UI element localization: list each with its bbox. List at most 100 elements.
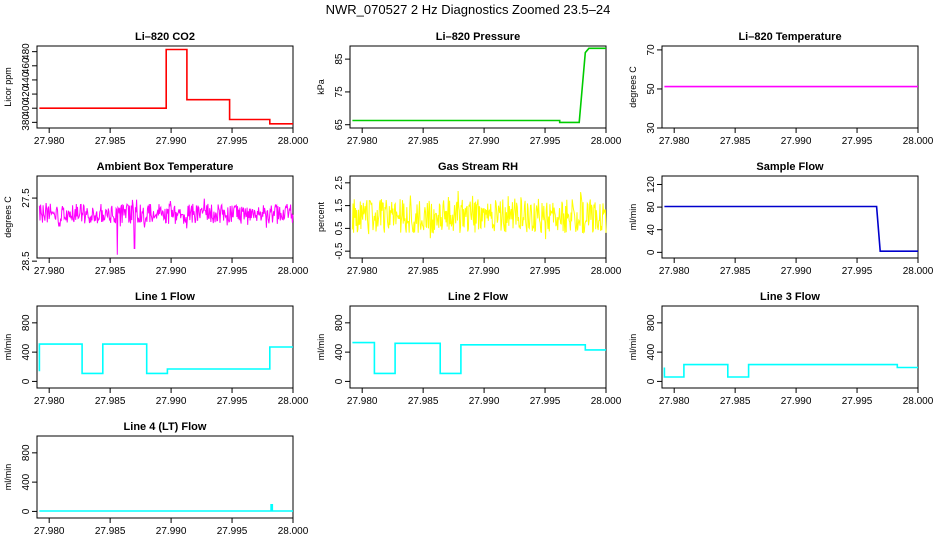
x-tick-label: 27.985 (95, 396, 126, 407)
x-tick-label: 28.000 (278, 136, 309, 147)
x-tick-label: 27.995 (530, 136, 561, 147)
x-tick-label: 27.985 (408, 136, 439, 147)
y-tick-label: 480 (21, 43, 32, 60)
y-tick-label: 420 (21, 85, 32, 102)
x-tick-label: 27.995 (842, 136, 873, 147)
x-tick-label: 28.000 (591, 136, 622, 147)
y-tick-label: 120 (646, 176, 657, 193)
y-tick-label: 0 (334, 378, 345, 384)
y-tick-label: 30 (646, 122, 657, 134)
x-tick-label: 27.985 (720, 266, 751, 277)
x-tick-label: 27.990 (156, 266, 187, 277)
x-tick-label: 28.000 (591, 266, 622, 277)
series-line (352, 341, 606, 375)
y-tick-label: 0 (21, 508, 32, 514)
panel-8: Line 3 Flow 27.980 27.985 27.990 27.995 28.00… (628, 291, 934, 407)
x-tick-label: 27.985 (408, 266, 439, 277)
panel-3: Ambient Box Temperature 27.980 27.985 27.99… (3, 161, 309, 277)
x-tick-label: 27.980 (659, 396, 690, 407)
y-axis-label: ml/min (628, 334, 638, 361)
y-tick-label: 400 (21, 343, 32, 360)
x-tick-label: 27.985 (95, 526, 126, 537)
y-axis-label: ml/min (316, 334, 326, 361)
panel-1: Li–820 Pressure 27.980 27.985 27.990 27.995 2… (316, 31, 622, 147)
x-tick-label: 28.000 (278, 396, 309, 407)
y-tick-label: 65 (334, 119, 345, 131)
x-tick-label: 27.985 (95, 136, 126, 147)
plot-frame (36, 305, 294, 389)
y-tick-label: 400 (21, 99, 32, 116)
y-tick-label: 800 (646, 314, 657, 331)
panel-7: Line 2 Flow 27.980 27.985 27.990 27.995 28.00… (316, 291, 622, 407)
panel-title: Line 2 Flow (448, 291, 508, 303)
y-tick-label: 28.5 (21, 251, 32, 271)
panel-6: Line 1 Flow 27.980 27.985 27.990 27.995 28.00… (3, 291, 309, 407)
panel-title: Ambient Box Temperature (97, 161, 234, 173)
y-tick-label: 380 (21, 114, 32, 131)
panel-title: Line 1 Flow (135, 291, 195, 303)
x-tick-label: 27.985 (720, 136, 751, 147)
y-axis-label: Licor ppm (3, 67, 13, 107)
series-line (664, 205, 918, 252)
y-tick-label: 80 (646, 201, 657, 213)
y-tick-label: 400 (21, 473, 32, 490)
y-tick-label: -0.5 (334, 242, 345, 260)
x-tick-label: 27.995 (217, 396, 248, 407)
y-tick-label: 0 (21, 378, 32, 384)
x-tick-label: 27.995 (530, 396, 561, 407)
panel-title: Li–820 Pressure (436, 31, 520, 43)
y-tick-label: 0.5 (334, 221, 345, 235)
x-tick-label: 27.990 (469, 136, 500, 147)
series-line (351, 190, 607, 240)
x-tick-label: 27.990 (781, 266, 812, 277)
y-axis-label: kPa (316, 79, 326, 95)
panel-title: Li–820 Temperature (738, 31, 841, 43)
x-tick-label: 27.980 (659, 266, 690, 277)
x-tick-label: 27.985 (408, 396, 439, 407)
x-tick-label: 28.000 (278, 526, 309, 537)
panel-title: Sample Flow (756, 161, 824, 173)
y-axis-label: percent (316, 201, 326, 232)
x-tick-label: 27.995 (842, 396, 873, 407)
y-tick-label: 800 (21, 314, 32, 331)
x-tick-label: 27.990 (156, 136, 187, 147)
y-tick-label: 400 (646, 343, 657, 360)
y-tick-label: 0 (646, 378, 657, 384)
y-tick-label: 0 (646, 249, 657, 255)
panel-title: Li–820 CO2 (135, 31, 195, 43)
x-tick-label: 27.980 (347, 396, 378, 407)
x-tick-label: 27.985 (95, 266, 126, 277)
y-tick-label: 400 (334, 343, 345, 360)
panel-2: Li–820 Temperature 27.980 27.985 27.990 27.9… (628, 31, 934, 147)
x-tick-label: 27.980 (347, 136, 378, 147)
y-tick-label: 70 (646, 44, 657, 56)
x-tick-label: 28.000 (591, 396, 622, 407)
plot-frame (349, 305, 607, 389)
x-tick-label: 27.980 (34, 266, 65, 277)
panel-title: Gas Stream RH (438, 161, 518, 173)
x-tick-label: 27.990 (781, 136, 812, 147)
y-tick-label: 27.5 (21, 188, 32, 208)
panel-0: Li–820 CO2 27.980 27.985 27.990 27.995 28.000… (3, 31, 309, 147)
x-tick-label: 27.985 (720, 396, 751, 407)
panel-5: Sample Flow 27.980 27.985 27.990 27.995 28.00… (628, 161, 934, 277)
panel-title: Line 4 (LT) Flow (124, 421, 207, 433)
series-line (39, 48, 293, 125)
y-tick-label: 2.5 (334, 175, 345, 189)
y-tick-label: 50 (646, 83, 657, 95)
y-tick-label: 800 (334, 314, 345, 331)
plot-frame (661, 175, 919, 259)
x-tick-label: 27.980 (34, 136, 65, 147)
y-tick-label: 85 (334, 53, 345, 65)
y-axis-label: ml/min (628, 204, 638, 231)
x-tick-label: 27.990 (469, 266, 500, 277)
x-tick-label: 28.000 (278, 266, 309, 277)
y-tick-label: 40 (646, 224, 657, 236)
y-tick-label: 800 (21, 444, 32, 461)
y-tick-label: 1.5 (334, 198, 345, 212)
y-axis-label: ml/min (3, 334, 13, 361)
x-tick-label: 27.995 (217, 266, 248, 277)
panel-title: Line 3 Flow (760, 291, 820, 303)
plot-frame (349, 45, 607, 129)
y-tick-label: 75 (334, 86, 345, 98)
